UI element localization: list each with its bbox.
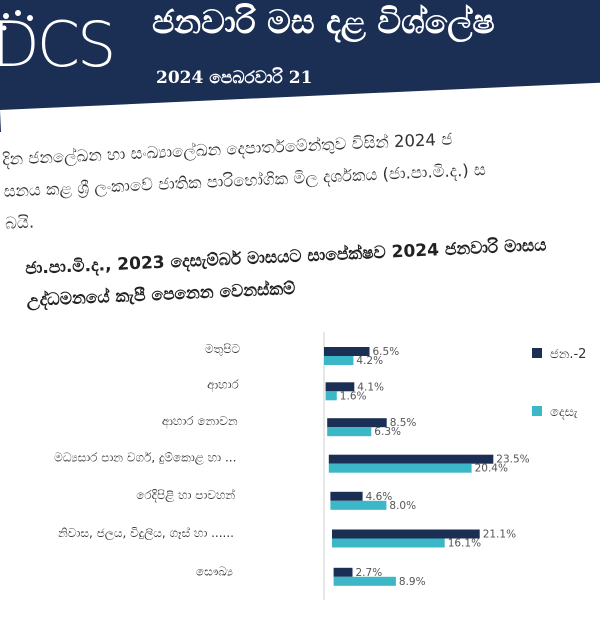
data-label: 21.1% <box>483 529 516 541</box>
legend-label: ජන.-2 <box>550 347 586 362</box>
category-label: ආහාර නොවන <box>162 414 238 429</box>
data-label: 2.7% <box>356 567 383 579</box>
bar-dec-2023 <box>325 391 337 401</box>
bar-jan-2024 <box>328 454 494 464</box>
data-label: 16.1% <box>448 538 481 550</box>
bar-dec-2023 <box>328 463 472 473</box>
bar-jan-2024 <box>325 382 355 392</box>
bar-jan-2024 <box>327 418 387 428</box>
category-label: නිවාස, ජලය, විදුලිය, ගෑස් හා ...... <box>58 526 234 541</box>
bar-dec-2023 <box>333 576 396 586</box>
bar-dec-2023 <box>324 356 354 365</box>
bar-jan-2024 <box>332 529 480 539</box>
bar-dec-2023 <box>330 500 387 510</box>
page-title: ජනවාරි මස දළ විශ්ලේෂ <box>152 2 495 41</box>
data-label: 4.2% <box>356 355 383 367</box>
legend-swatch <box>532 406 542 416</box>
data-label: 6.5% <box>373 346 400 358</box>
category-label: සෞඛ්‍ය <box>196 565 233 579</box>
data-label: 4.1% <box>357 381 384 393</box>
category-label: මධ්‍යසාර පාන වර්ග, දුම්කොළ හා ... <box>54 451 236 466</box>
data-label: 4.6% <box>366 491 393 503</box>
bar-jan-2024 <box>333 567 353 577</box>
chart-heading-line-2: උද්ධමනයේ කැපී පෙනෙන වෙනස්කම් <box>26 278 296 311</box>
dcs-logo: DCS <box>0 8 120 81</box>
data-label: 1.6% <box>340 390 367 402</box>
bar-dec-2023 <box>332 538 445 548</box>
bar-jan-2024 <box>324 347 370 356</box>
logo-dots-icon <box>1 10 33 31</box>
category-label: ආහාර <box>207 378 239 393</box>
bar-dec-2023 <box>327 427 372 437</box>
body-line-3: බයි. <box>4 212 35 233</box>
inflation-bar-chart: මතුපිට 6.5%4.2% ආහාර 4.1%1.6% ආහාර නොවන 8.5%6… <box>54 332 586 600</box>
data-label: 8.9% <box>399 576 426 588</box>
data-label: 6.3% <box>374 426 401 438</box>
logo-text: DCS <box>0 8 116 81</box>
data-label: 23.5% <box>496 454 529 466</box>
legend-label: දෙසැ <box>550 405 578 420</box>
category-label: රෙදිපිළි හා පාවහන් <box>136 488 235 503</box>
publication-date: 2024 පෙබරවාරි 21 <box>156 68 313 88</box>
category-label: මතුපිට <box>205 342 240 356</box>
chart-heading-line-1: ජා.පා.මි.ද., 2023 දෙසැම්බර් මාසයට සාපේක්… <box>24 235 547 280</box>
bar-jan-2024 <box>330 491 363 501</box>
data-label: 8.5% <box>390 417 417 429</box>
data-label: 8.0% <box>389 500 416 512</box>
data-label: 20.4% <box>475 463 508 475</box>
legend-swatch <box>532 348 542 358</box>
